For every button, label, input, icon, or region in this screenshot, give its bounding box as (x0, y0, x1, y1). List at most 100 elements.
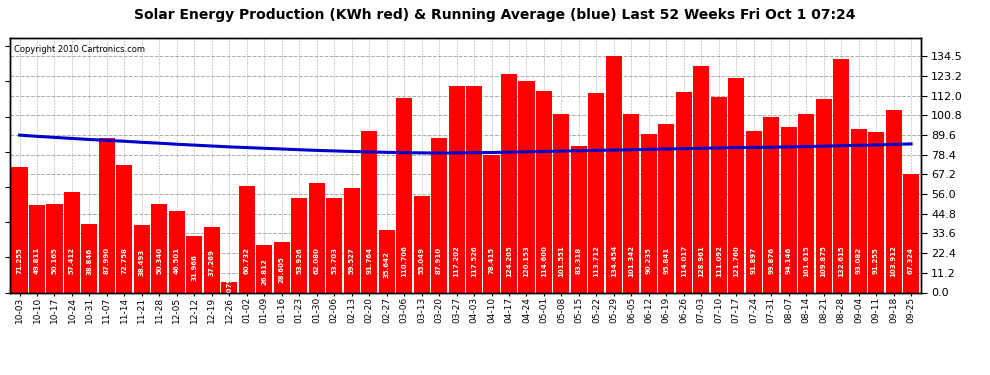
Text: 72.758: 72.758 (122, 248, 128, 274)
Text: 110.706: 110.706 (401, 245, 407, 277)
Text: 78.415: 78.415 (488, 247, 495, 274)
Text: 60.732: 60.732 (244, 248, 249, 274)
Bar (606, 56, 622, 292)
Text: 71.255: 71.255 (17, 248, 23, 274)
Bar (641, 134, 657, 292)
Bar (501, 74, 517, 292)
Bar (396, 98, 412, 292)
Bar (378, 230, 395, 292)
Bar (519, 81, 535, 292)
Text: 113.712: 113.712 (593, 245, 599, 277)
Bar (624, 114, 640, 292)
Text: 62.080: 62.080 (314, 248, 320, 274)
Text: 57.412: 57.412 (69, 248, 75, 274)
Bar (169, 211, 185, 292)
Text: 35.642: 35.642 (384, 251, 390, 278)
Text: 114.017: 114.017 (681, 245, 687, 277)
Text: 53.703: 53.703 (332, 248, 338, 274)
Text: 91.897: 91.897 (750, 247, 756, 274)
Text: 50.340: 50.340 (156, 247, 162, 274)
Bar (868, 132, 884, 292)
Text: 38.846: 38.846 (86, 248, 92, 275)
Bar (571, 146, 587, 292)
Text: 91.255: 91.255 (873, 248, 879, 274)
Text: 101.615: 101.615 (803, 245, 809, 277)
Bar (729, 78, 744, 292)
Text: 49.811: 49.811 (34, 247, 40, 274)
Bar (117, 165, 133, 292)
Bar (483, 154, 500, 292)
Bar (186, 236, 202, 292)
Text: 103.912: 103.912 (891, 245, 897, 277)
Bar (763, 117, 779, 292)
Text: 6.079: 6.079 (227, 277, 233, 299)
Text: 38.493: 38.493 (139, 248, 145, 276)
Bar (466, 86, 482, 292)
Text: 101.551: 101.551 (558, 245, 564, 277)
Bar (798, 114, 814, 292)
Text: 46.501: 46.501 (174, 248, 180, 274)
Bar (553, 114, 569, 292)
Text: 87.990: 87.990 (104, 247, 110, 274)
Text: 117.526: 117.526 (471, 245, 477, 277)
Text: 83.318: 83.318 (576, 247, 582, 274)
Text: 90.235: 90.235 (645, 248, 651, 274)
Text: 95.841: 95.841 (663, 247, 669, 274)
Text: 134.454: 134.454 (611, 245, 617, 277)
Bar (745, 131, 761, 292)
Bar (658, 124, 674, 292)
Bar (850, 129, 866, 292)
Text: 132.615: 132.615 (839, 245, 844, 277)
Text: 28.605: 28.605 (279, 256, 285, 283)
Text: 117.202: 117.202 (453, 245, 459, 277)
Bar (151, 204, 167, 292)
Text: 120.153: 120.153 (524, 245, 530, 277)
Bar (309, 183, 325, 292)
Text: 124.205: 124.205 (506, 245, 512, 277)
Text: Solar Energy Production (KWh red) & Running Average (blue) Last 52 Weeks Fri Oct: Solar Energy Production (KWh red) & Runn… (135, 8, 855, 21)
Text: 50.165: 50.165 (51, 248, 57, 274)
Bar (536, 91, 552, 292)
Bar (834, 59, 849, 292)
Bar (676, 92, 692, 292)
Text: 109.875: 109.875 (821, 245, 827, 277)
Bar (221, 282, 238, 292)
Bar (81, 224, 97, 292)
Bar (12, 167, 28, 292)
Text: 94.146: 94.146 (786, 247, 792, 274)
Text: 67.324: 67.324 (908, 248, 914, 274)
Text: 59.527: 59.527 (348, 248, 354, 274)
Bar (239, 186, 254, 292)
Text: 53.926: 53.926 (296, 248, 302, 274)
Bar (204, 227, 220, 292)
Bar (693, 66, 710, 292)
Bar (29, 205, 45, 292)
Bar (361, 131, 377, 292)
Bar (588, 93, 605, 292)
Bar (711, 97, 727, 292)
Text: 31.966: 31.966 (191, 254, 197, 280)
Bar (886, 110, 902, 292)
Bar (273, 242, 290, 292)
Bar (781, 127, 797, 292)
Bar (134, 225, 149, 292)
Bar (816, 99, 832, 292)
Bar (448, 86, 464, 292)
Bar (344, 188, 359, 292)
Text: 37.269: 37.269 (209, 250, 215, 276)
Text: 93.082: 93.082 (855, 248, 861, 274)
Bar (64, 192, 80, 292)
Text: 55.049: 55.049 (419, 248, 425, 274)
Text: 99.876: 99.876 (768, 248, 774, 274)
Text: 101.342: 101.342 (629, 245, 635, 277)
Text: 128.961: 128.961 (698, 245, 704, 277)
Text: 121.760: 121.760 (734, 245, 740, 277)
Bar (256, 245, 272, 292)
Bar (326, 198, 343, 292)
Text: 91.764: 91.764 (366, 247, 372, 274)
Text: 87.910: 87.910 (436, 247, 443, 274)
Bar (414, 196, 430, 292)
Text: 114.600: 114.600 (541, 245, 546, 277)
Text: 111.092: 111.092 (716, 245, 722, 277)
Text: Copyright 2010 Cartronics.com: Copyright 2010 Cartronics.com (15, 45, 146, 54)
